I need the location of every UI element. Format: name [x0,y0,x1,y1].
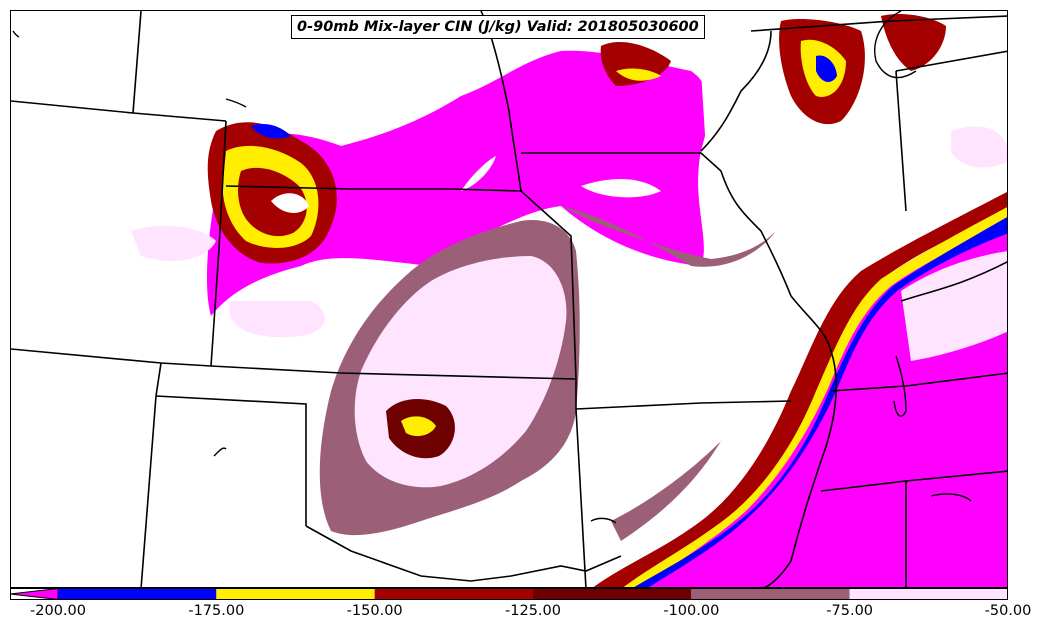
colorbar-tick-label: -150.00 [346,603,403,619]
cin-field-colorado-bands [207,122,337,264]
colorbar-bin-3 [533,588,692,600]
cin-field-greatlakes-bands [600,14,946,125]
map-panel [10,10,1008,588]
map-title: 0-90mb Mix-layer CIN (J/kg) Valid: 20180… [291,15,705,39]
colorbar [10,588,1008,600]
state-boundaries [11,11,1007,587]
colorbar-bin-0 [58,588,217,600]
colorbar-bin-5 [849,588,1008,600]
colorbar-bin-2 [374,588,533,600]
colorbar-bin-4 [691,588,850,600]
colorbar-tick-label: -125.00 [505,603,561,619]
colorbar-tick-label: -100.00 [663,603,720,619]
colorbar-tick-label: -75.00 [826,603,874,619]
cin-field-mississippi-bands [593,192,1007,587]
colorbar-bin-1 [216,588,375,600]
colorbar-under-triangle [10,588,59,600]
colorbar-outline [10,588,1008,600]
colorbar-tick-label: -200.00 [30,603,86,619]
cin-field-pink-mauve [131,126,1007,541]
cin-field-white-islands [461,62,795,198]
colorbar-tick-label: -50.00 [984,603,1032,619]
coastlines [12,11,972,524]
colorbar-tick-label: -175.00 [188,603,245,619]
